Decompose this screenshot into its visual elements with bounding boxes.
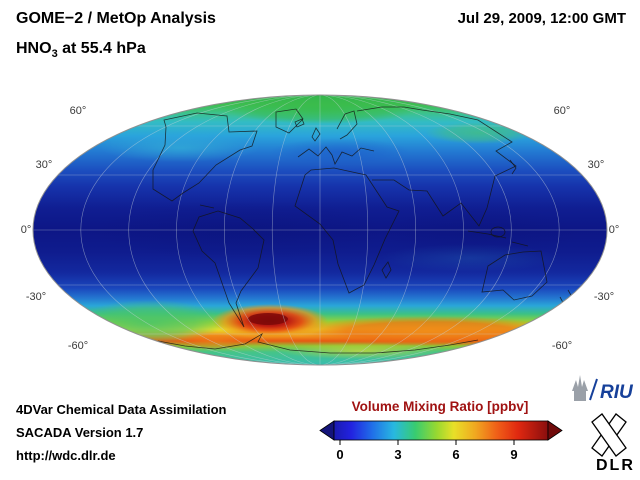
lat-label-30s-right: -30° [594, 291, 614, 303]
lat-label-0-left: 0° [21, 224, 32, 236]
footer-version: SACADA Version 1.7 [16, 425, 144, 440]
lat-label-30n-left: 30° [36, 159, 53, 171]
dlr-logo-text: DLR [596, 457, 635, 474]
colorbar-tick-9: 9 [510, 447, 517, 462]
colorbar-right-arrow [547, 420, 563, 441]
latitude-labels: 60° 30° 0° -30° -60° 60° 30° 0° -30° -60… [21, 105, 620, 352]
species-subscript: 3 [51, 48, 58, 61]
colorbar-tick-0: 0 [336, 447, 343, 462]
dlr-logo: DLR [591, 413, 635, 474]
colorbar-tick-marks [339, 440, 515, 445]
figure-title: GOME−2 / MetOp Analysis [16, 10, 216, 27]
colorbar-gradient-bar [333, 420, 549, 441]
riu-logo-text: RIU [600, 382, 634, 403]
colorbar-title: Volume Mixing Ratio [ppbv] [352, 399, 529, 414]
lat-label-60s-right: -60° [552, 340, 572, 352]
footer-url: http://wdc.dlr.de [16, 448, 116, 463]
riu-cathedral-icon [572, 375, 588, 401]
colorbar-left-arrow [319, 420, 335, 441]
riu-logo: RIU [572, 375, 634, 403]
lat-label-0-right: 0° [609, 224, 620, 236]
lat-label-60n-right: 60° [554, 105, 571, 117]
analysis-timestamp: Jul 29, 2009, 12:00 GMT [457, 10, 626, 27]
dlr-emblem-icon [591, 413, 627, 457]
footer-assimilation: 4DVar Chemical Data Assimilation [16, 402, 227, 417]
species-name: HNO [16, 40, 52, 57]
pressure-level: at 55.4 hPa [57, 40, 146, 57]
lat-label-60s-left: -60° [68, 340, 88, 352]
lat-label-30s-left: -30° [26, 291, 46, 303]
riu-slash-icon [589, 378, 598, 401]
colorbar-tick-6: 6 [452, 447, 459, 462]
lat-label-60n-left: 60° [70, 105, 87, 117]
map-boundary [32, 94, 608, 366]
lat-label-30n-right: 30° [588, 159, 605, 171]
continent-outlines [152, 106, 573, 354]
figure-subtitle: HNO3 at 55.4 hPa [16, 40, 146, 60]
colorbar-tick-3: 3 [394, 447, 401, 462]
colorbar: Volume Mixing Ratio [ppbv] 0 3 6 9 [319, 399, 563, 462]
